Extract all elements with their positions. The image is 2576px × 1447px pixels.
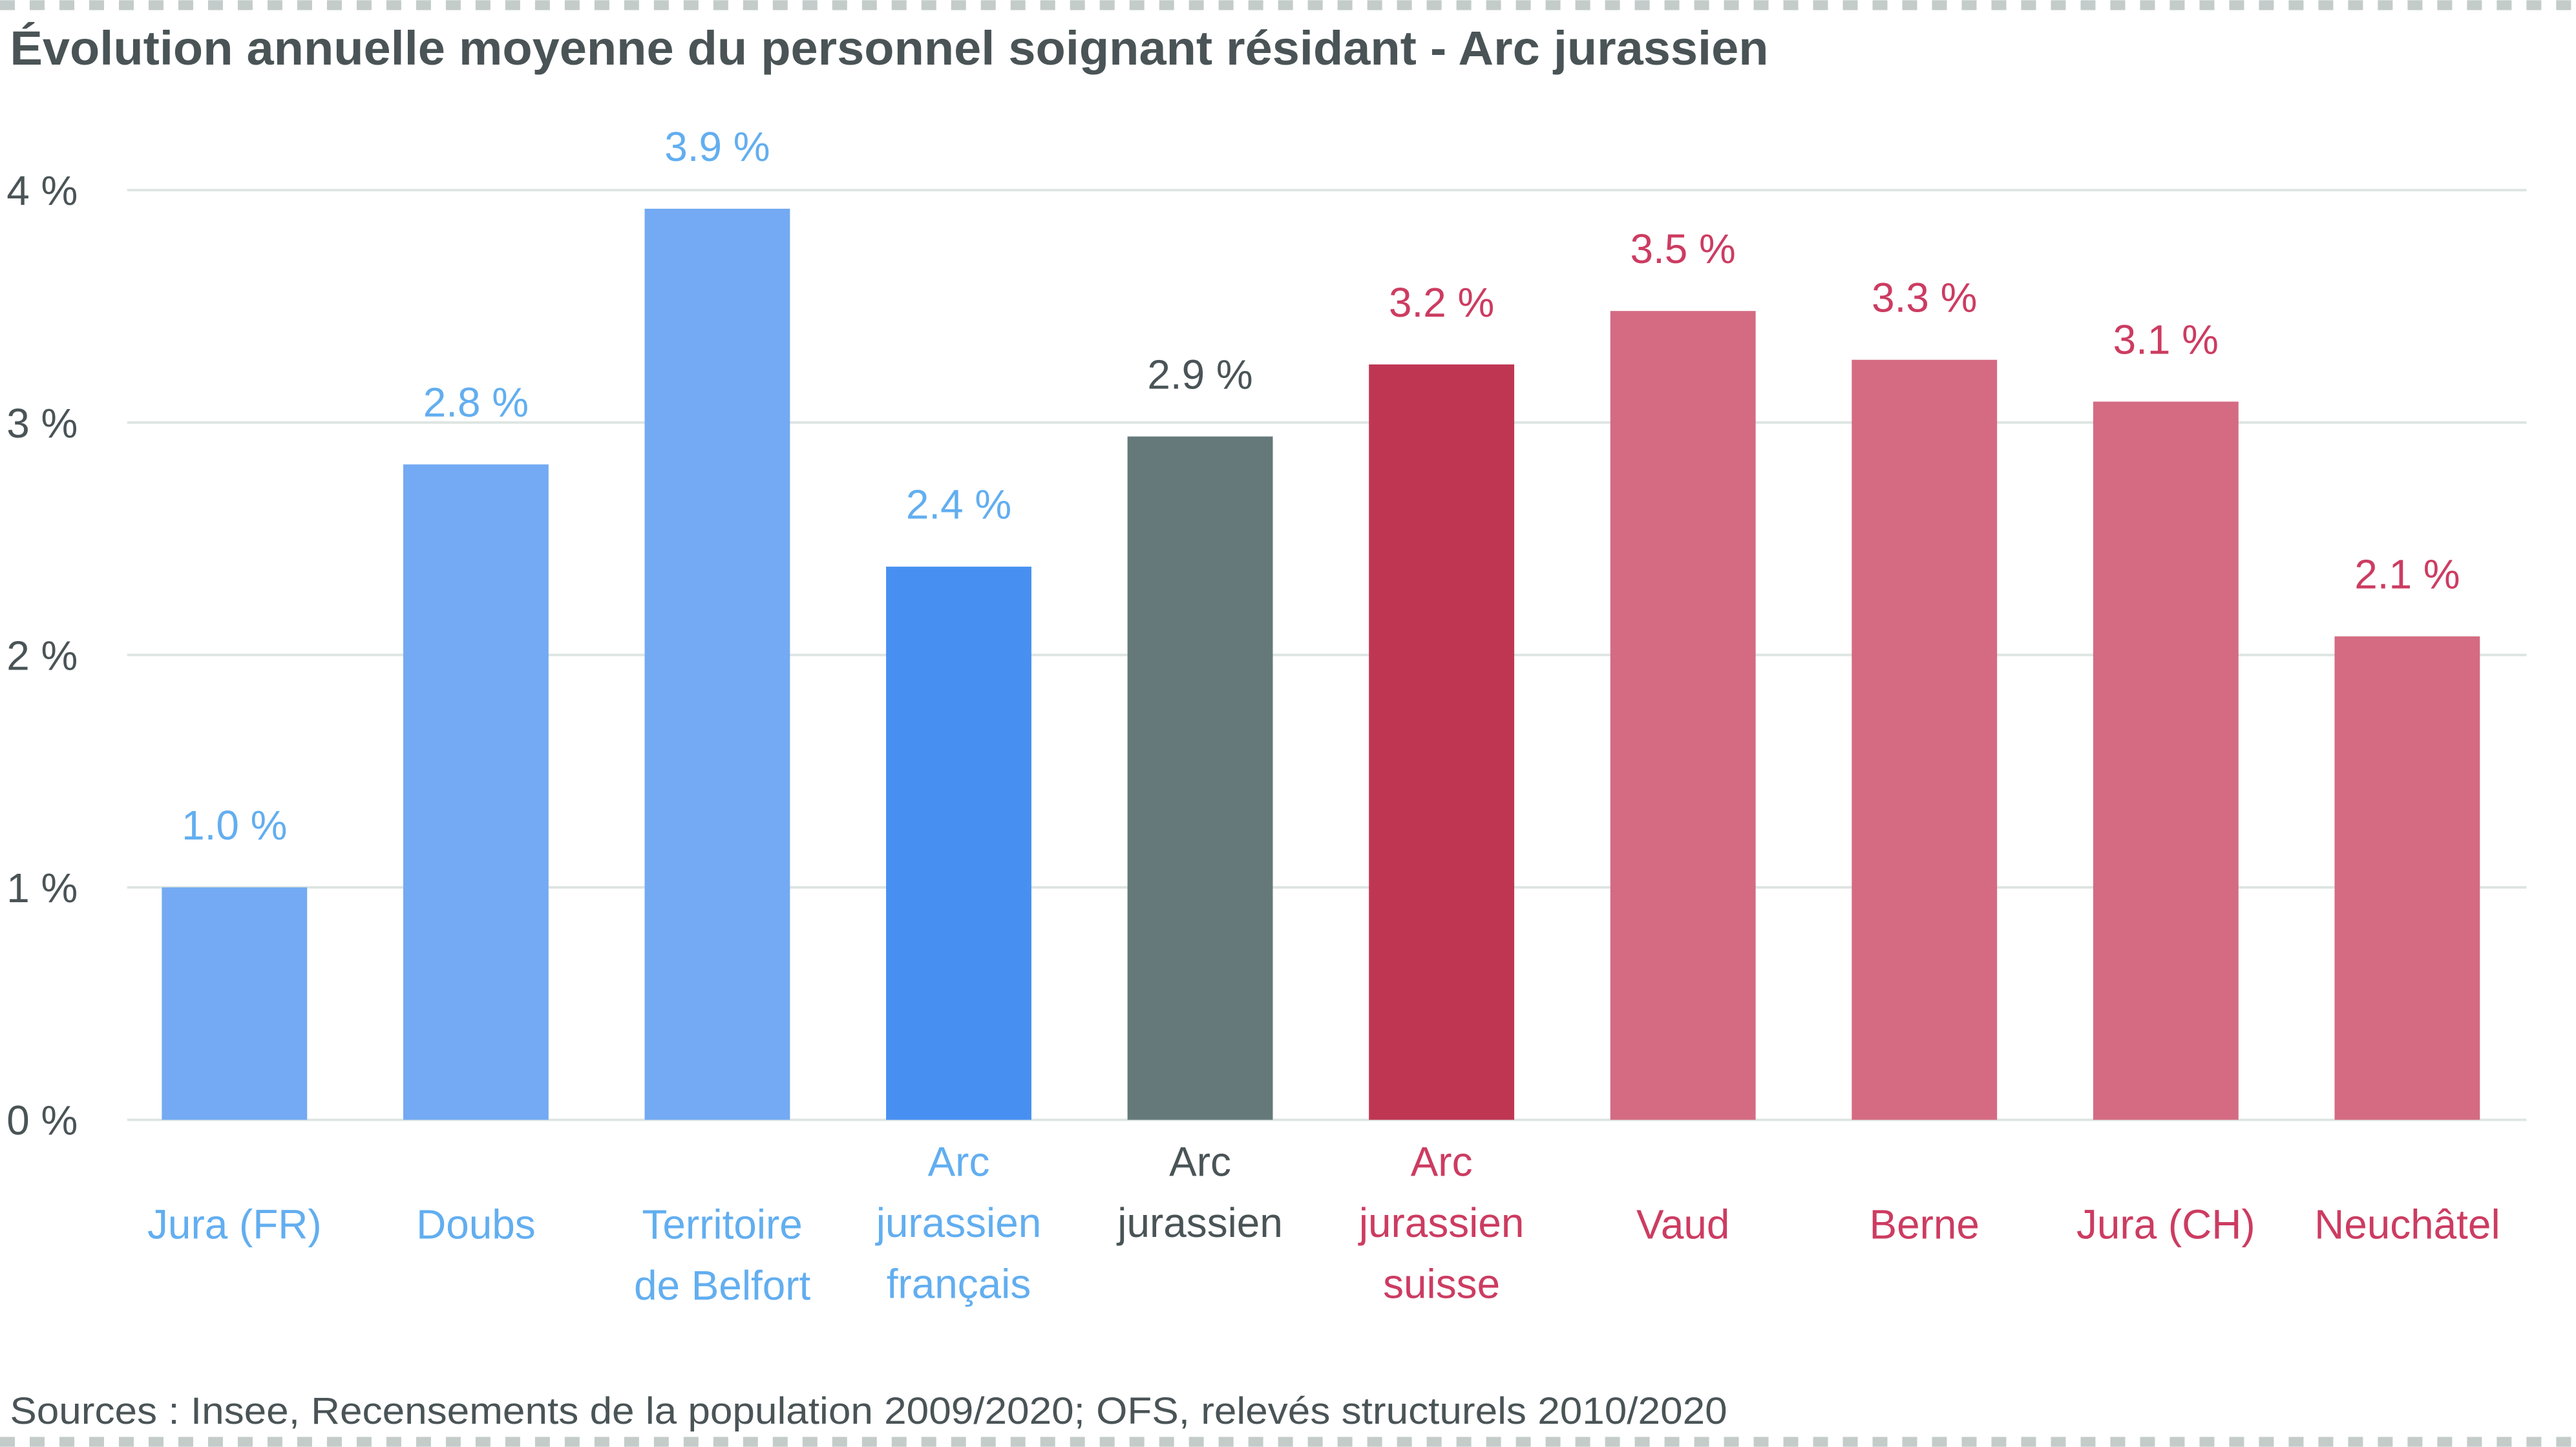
bar bbox=[2334, 636, 2480, 1120]
data-label: 2.4 % bbox=[906, 481, 1011, 528]
x-tick-label: Berne bbox=[1870, 1201, 1980, 1248]
x-tick-label: Jura (CH) bbox=[2076, 1201, 2255, 1248]
x-tick-label: français bbox=[887, 1261, 1031, 1307]
bar bbox=[1127, 436, 1273, 1120]
x-tick-label: Jura (FR) bbox=[147, 1201, 322, 1248]
data-label: 3.5 % bbox=[1631, 226, 1736, 272]
bar bbox=[1610, 311, 1756, 1120]
source-note: Sources : Insee, Recensements de la popu… bbox=[10, 1390, 1727, 1432]
data-label: 3.3 % bbox=[1872, 275, 1977, 321]
bar bbox=[2093, 401, 2239, 1120]
x-tick-label: Arc bbox=[1169, 1139, 1231, 1185]
chart-title: Évolution annuelle moyenne du personnel … bbox=[10, 21, 1768, 75]
x-tick-label: Vaud bbox=[1636, 1201, 1729, 1248]
data-label: 2.8 % bbox=[423, 379, 529, 425]
data-label: 1.0 % bbox=[182, 802, 287, 849]
x-tick-label: Territoire bbox=[642, 1201, 802, 1248]
x-tick-label: jurassien bbox=[875, 1199, 1042, 1246]
y-tick-label: 0 % bbox=[6, 1097, 78, 1144]
x-tick-label: Neuchâtel bbox=[2314, 1201, 2500, 1248]
x-tick-label: de Belfort bbox=[634, 1262, 811, 1309]
bar bbox=[1852, 359, 1998, 1120]
bar bbox=[886, 566, 1031, 1120]
bar bbox=[162, 887, 308, 1120]
data-label: 3.1 % bbox=[2113, 316, 2219, 363]
x-tick-label: Arc bbox=[928, 1139, 990, 1185]
x-tick-label: Arc bbox=[1411, 1139, 1473, 1185]
bar bbox=[403, 464, 549, 1120]
x-tick-label: Doubs bbox=[416, 1201, 536, 1248]
y-tick-label: 2 % bbox=[6, 632, 78, 679]
y-tick-label: 1 % bbox=[6, 865, 78, 911]
bar bbox=[1369, 364, 1515, 1120]
y-tick-label: 3 % bbox=[6, 400, 78, 447]
x-tick-label: suisse bbox=[1383, 1261, 1500, 1307]
x-tick-label: jurassien bbox=[1116, 1199, 1283, 1246]
y-tick-label: 4 % bbox=[6, 167, 78, 214]
data-label: 3.2 % bbox=[1389, 279, 1494, 326]
bar bbox=[644, 208, 790, 1120]
data-label: 3.9 % bbox=[664, 123, 770, 170]
data-label: 2.1 % bbox=[2354, 551, 2460, 598]
x-tick-label: jurassien bbox=[1358, 1199, 1525, 1246]
data-label: 2.9 % bbox=[1147, 351, 1252, 397]
